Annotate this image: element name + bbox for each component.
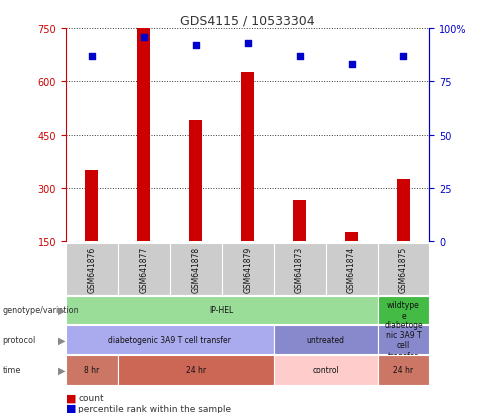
Bar (170, 244, 222, 295)
Point (296, 53, 304, 60)
Text: ▶: ▶ (58, 365, 65, 375)
Bar (241, 73, 254, 242)
Point (88, 53, 96, 60)
Bar (118, 355, 274, 385)
Bar (378, 244, 429, 295)
Text: count: count (78, 393, 104, 402)
Text: 8 hr: 8 hr (84, 366, 100, 375)
Bar (378, 355, 429, 385)
Text: 24 hr: 24 hr (185, 366, 206, 375)
Bar (189, 121, 202, 242)
Text: ▶: ▶ (58, 335, 65, 345)
Bar (137, 29, 150, 242)
Text: time: time (2, 366, 21, 375)
Text: 24 hr: 24 hr (393, 366, 413, 375)
Bar (274, 325, 378, 354)
Text: genotype/variation: genotype/variation (2, 306, 79, 315)
Bar (66, 296, 378, 324)
Bar (293, 201, 306, 242)
Title: GDS4115 / 10533304: GDS4115 / 10533304 (181, 15, 315, 28)
Text: GSM641874: GSM641874 (347, 247, 356, 292)
Bar (378, 296, 429, 324)
Text: GSM641875: GSM641875 (399, 247, 408, 292)
Bar (85, 171, 99, 242)
Text: GSM641879: GSM641879 (243, 247, 252, 292)
Text: ■: ■ (66, 403, 77, 413)
Bar (325, 244, 378, 295)
Text: GSM641878: GSM641878 (191, 247, 200, 292)
Point (400, 53, 407, 60)
Text: ▶: ▶ (58, 305, 65, 315)
Text: percentile rank within the sample: percentile rank within the sample (78, 404, 231, 413)
Text: untreated: untreated (306, 335, 345, 344)
Point (244, 40, 252, 47)
Bar (222, 244, 274, 295)
Text: protocol: protocol (2, 335, 36, 344)
Text: diabetogenic 3A9 T cell transfer: diabetogenic 3A9 T cell transfer (108, 335, 231, 344)
Point (192, 43, 200, 49)
Bar (66, 325, 274, 354)
Text: GSM641876: GSM641876 (87, 247, 96, 292)
Bar (397, 180, 410, 242)
Text: GSM641877: GSM641877 (139, 247, 148, 292)
Point (347, 62, 355, 69)
Text: control: control (312, 366, 339, 375)
Bar (274, 355, 378, 385)
Text: IP-HEL: IP-HEL (209, 306, 234, 315)
Text: GSM641873: GSM641873 (295, 247, 304, 292)
Bar (118, 244, 170, 295)
Bar (66, 244, 118, 295)
Bar (274, 244, 325, 295)
Bar (378, 325, 429, 354)
Text: diabetoge
nic 3A9 T
cell
transfer: diabetoge nic 3A9 T cell transfer (384, 320, 423, 360)
Bar (345, 233, 358, 242)
Bar (66, 355, 118, 385)
Text: wildtype
e: wildtype e (387, 301, 420, 320)
Text: ■: ■ (66, 392, 77, 402)
Point (140, 34, 148, 41)
